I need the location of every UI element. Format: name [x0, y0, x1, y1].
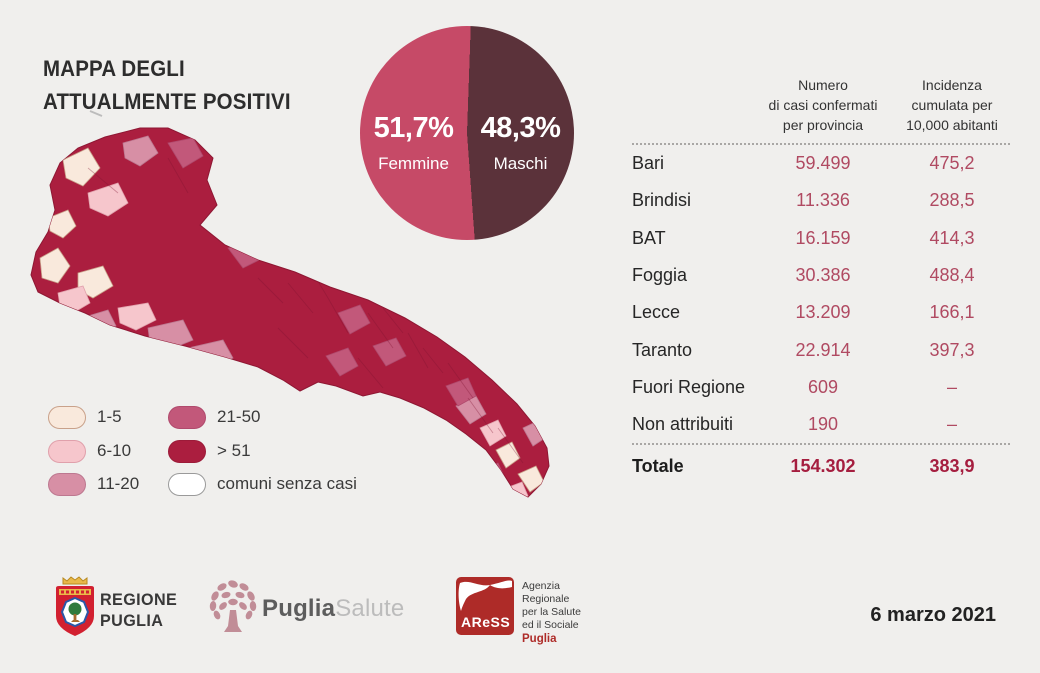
legend-item-over-51: > 51: [168, 439, 251, 463]
table-row: Fuori Regione 609 –: [632, 376, 957, 397]
table-row: Taranto 22.914 397,3: [632, 339, 975, 360]
province-table: Numero di casi confermati per provincia …: [632, 75, 1010, 487]
legend-label: 21-50: [217, 407, 261, 426]
puglia-salute-wordmark: PugliaSalute: [262, 595, 405, 622]
puglia-salute-tree-icon: [206, 576, 260, 638]
aress-logo-text: AReSS: [461, 614, 511, 630]
legend-swatch-1-5: [48, 405, 86, 429]
legend-swatch-over-51: [168, 439, 206, 463]
regione-puglia-wordmark: REGIONE PUGLIA: [100, 590, 178, 630]
legend-swatch-21-50: [168, 405, 206, 429]
legend-label: 1-5: [97, 407, 122, 426]
legend-item-11-20: 11-20: [48, 472, 139, 496]
page-title: MAPPA DEGLI ATTUALMENTE POSITIVI: [43, 52, 291, 118]
legend-label: > 51: [217, 441, 251, 460]
pie-slice-femmine-label: 51,7% Femmine: [360, 112, 467, 174]
legend-swatch-6-10: [48, 439, 86, 463]
regione-puglia-crest: [53, 574, 97, 640]
table-row: BAT 16.159 414,3: [632, 227, 975, 248]
femmine-percent: 51,7%: [373, 112, 454, 144]
aress-brand: Puglia: [522, 633, 557, 645]
gender-pie: 51,7% Femmine 48,3% Maschi: [360, 26, 574, 240]
header-incidence: Incidenza cumulata per 10,000 abitanti: [906, 77, 998, 133]
table-row: Brindisi 11.336 288,5: [632, 190, 975, 211]
table-header: Numero di casi confermati per provincia …: [632, 75, 1010, 135]
header-cases: Numero di casi confermati per provincia: [768, 77, 878, 133]
maschi-name: Maschi: [493, 154, 548, 173]
maschi-percent: 48,3%: [480, 112, 561, 144]
page-title-line1: MAPPA DEGLI: [43, 56, 185, 81]
municipality-patches: [39, 135, 549, 497]
puglia-map-svg: [30, 110, 550, 498]
puglia-choropleth-map: [28, 98, 588, 538]
legend-label: 6-10: [97, 441, 132, 460]
pie-slice-maschi-label: 48,3% Maschi: [467, 112, 574, 174]
tremiti-islands-mark: [89, 110, 103, 117]
report-date: 6 marzo 2021: [870, 604, 996, 626]
legend-label: comuni senza casi: [217, 474, 357, 493]
page-title-line2: ATTUALMENTE POSITIVI: [43, 89, 291, 114]
legend-item-no-cases: comuni senza casi: [168, 472, 357, 496]
aress-logo: AReSS: [456, 577, 514, 635]
aress-swoosh-icon: [458, 580, 512, 611]
table-row: Lecce 13.209 166,1: [632, 302, 975, 323]
table-row: Foggia 30.386 488,4: [632, 265, 975, 286]
crest-icon: [56, 576, 94, 636]
table-row: Non attribuiti 190 –: [632, 414, 957, 435]
legend-label: 11-20: [97, 474, 140, 493]
legend-item-1-5: 1-5: [48, 405, 122, 429]
table-divider-bottom: [632, 443, 1010, 446]
legend-item-6-10: 6-10: [48, 439, 131, 463]
table-row: Bari 59.499 475,2: [632, 153, 975, 174]
aress-caption: Agenzia Regionale per la Salute ed il So…: [522, 580, 581, 645]
table-total-row: Totale 154.302 383,9: [632, 455, 975, 476]
legend-item-21-50: 21-50: [168, 405, 260, 429]
legend-swatch-no-cases: [168, 472, 206, 496]
olive-tree-icon: [209, 580, 257, 632]
femmine-name: Femmine: [378, 154, 449, 173]
header-province-spacer: [632, 75, 752, 135]
table-divider-top: [632, 143, 1010, 145]
legend-swatch-11-20: [48, 472, 86, 496]
